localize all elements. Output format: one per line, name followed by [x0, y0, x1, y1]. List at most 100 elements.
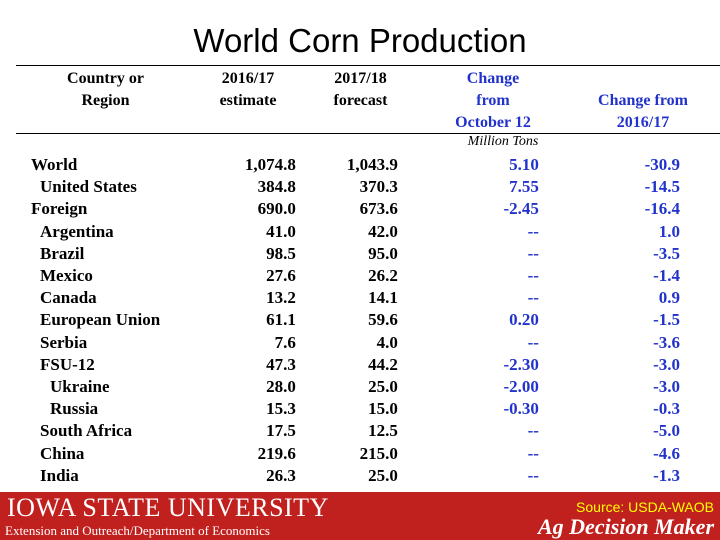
row-name: FSU-12 — [40, 354, 95, 374]
row-change-october: -- — [436, 243, 577, 265]
header-change-year-line1: Change from — [598, 92, 688, 109]
row-forecast: 673.6 — [324, 198, 436, 220]
row-name: Canada — [40, 288, 97, 308]
row-estimate: 41.0 — [217, 221, 323, 243]
row-change-october: -- — [436, 221, 577, 243]
row-change-october: 0.20 — [436, 309, 577, 331]
row-name: Ukraine — [50, 376, 110, 396]
row-change-year: -3.6 — [577, 332, 718, 354]
row-estimate-value: 28.0 — [266, 376, 296, 396]
department-text: Extension and Outreach/Department of Eco… — [5, 523, 270, 538]
row-change-october-value: -- — [527, 421, 539, 441]
source-text: Source: USDA-WAOB — [576, 499, 714, 515]
row-forecast-value: 14.1 — [368, 288, 398, 308]
row-change-october-value: -- — [527, 443, 539, 463]
row-forecast-value: 673.6 — [359, 199, 398, 219]
row-forecast-value: 44.2 — [368, 354, 398, 374]
row-change-year-value: -1.3 — [653, 465, 680, 485]
row-estimate: 7.6 — [217, 332, 323, 354]
row-estimate-value: 13.2 — [266, 288, 296, 308]
row-estimate: 47.3 — [217, 354, 323, 376]
row-change-october: -2.00 — [436, 376, 577, 398]
row-estimate-value: 690.0 — [257, 199, 296, 219]
row-forecast-value: 25.0 — [368, 465, 398, 485]
table-row: Argentina 41.0 42.0 -- 1.0 — [18, 221, 718, 243]
row-estimate: 219.6 — [217, 442, 323, 464]
row-name: Russia — [50, 399, 99, 419]
row-name: China — [40, 443, 85, 463]
row-estimate-value: 26.3 — [266, 465, 296, 485]
row-change-year: -3.5 — [577, 243, 718, 265]
table-row: FSU-12 47.3 44.2 -2.30 -3.0 — [18, 354, 718, 376]
row-forecast-value: 26.2 — [368, 266, 398, 286]
row-forecast: 42.0 — [324, 221, 436, 243]
header-forecast-line2: forecast — [333, 92, 388, 109]
row-change-year: 1.0 — [577, 221, 718, 243]
row-forecast: 59.6 — [324, 309, 436, 331]
row-change-october: -- — [436, 442, 577, 464]
header-change-year-line2: 2016/17 — [616, 114, 670, 131]
data-table: World 1,074.8 1,043.9 5.10 -30.9 United State… — [18, 154, 718, 487]
row-forecast: 215.0 — [324, 442, 436, 464]
row-change-october: -2.45 — [436, 198, 577, 220]
header-change-october-line1: Change — [466, 70, 520, 87]
row-change-october: -2.30 — [436, 354, 577, 376]
row-estimate: 27.6 — [217, 265, 323, 287]
row-change-year-value: -16.4 — [644, 199, 680, 219]
row-name: European Union — [40, 310, 161, 330]
header-country: Country or Region — [18, 68, 193, 134]
row-change-year: -4.6 — [577, 442, 718, 464]
row-name: India — [40, 465, 79, 485]
header-country-line1: Country or — [67, 70, 144, 87]
row-estimate: 1,074.8 — [217, 154, 323, 176]
table-row: Canada 13.2 14.1 -- 0.9 — [18, 287, 718, 309]
row-change-year-value: -4.6 — [653, 443, 680, 463]
row-change-october: -- — [436, 465, 577, 487]
data-table-body: World 1,074.8 1,043.9 5.10 -30.9 United State… — [18, 154, 718, 487]
row-change-year-value: -1.4 — [653, 266, 680, 286]
row-change-october-value: -- — [527, 288, 539, 308]
row-forecast-value: 4.0 — [376, 332, 398, 352]
row-change-october-value: -- — [527, 332, 539, 352]
row-change-october-value: 7.55 — [509, 177, 539, 197]
row-change-year: -16.4 — [577, 198, 718, 220]
row-forecast: 15.0 — [324, 398, 436, 420]
row-name: Foreign — [31, 199, 88, 219]
table-row: Mexico 27.6 26.2 -- -1.4 — [18, 265, 718, 287]
table-row: China 219.6 215.0 -- -4.6 — [18, 442, 718, 464]
row-change-year: -1.3 — [577, 465, 718, 487]
row-forecast: 25.0 — [324, 376, 436, 398]
row-estimate: 61.1 — [217, 309, 323, 331]
row-forecast: 370.3 — [324, 176, 436, 198]
row-change-year-value: 1.0 — [658, 221, 680, 241]
units-label: Million Tons — [467, 134, 539, 149]
row-change-october: 7.55 — [436, 176, 577, 198]
row-estimate-value: 47.3 — [266, 354, 296, 374]
header-estimate-line2: estimate — [219, 92, 277, 109]
university-logo-text: IOWA STATE UNIVERSITY — [7, 493, 329, 522]
row-forecast-value: 59.6 — [368, 310, 398, 330]
row-change-year: -1.4 — [577, 265, 718, 287]
row-change-year: -1.5 — [577, 309, 718, 331]
row-change-year-value: -3.0 — [653, 376, 680, 396]
row-name: Mexico — [40, 266, 93, 286]
row-forecast: 44.2 — [324, 354, 436, 376]
header-estimate-line1: 2016/17 — [221, 70, 275, 87]
row-change-year-value: -1.5 — [653, 310, 680, 330]
row-name: Argentina — [40, 221, 114, 241]
row-forecast: 14.1 — [324, 287, 436, 309]
row-name: South Africa — [40, 421, 133, 441]
row-change-october-value: -2.30 — [503, 354, 539, 374]
header-forecast: 2017/18 forecast — [303, 68, 418, 134]
footer-bar — [0, 492, 720, 540]
row-forecast-value: 15.0 — [368, 399, 398, 419]
row-change-october-value: 0.20 — [509, 310, 539, 330]
row-name: Brazil — [40, 243, 85, 263]
row-change-october: -- — [436, 265, 577, 287]
row-estimate: 98.5 — [217, 243, 323, 265]
row-forecast: 26.2 — [324, 265, 436, 287]
row-estimate: 26.3 — [217, 465, 323, 487]
row-change-year-value: 0.9 — [658, 288, 680, 308]
row-change-october-value: -- — [527, 266, 539, 286]
row-change-october-value: -2.00 — [503, 376, 539, 396]
